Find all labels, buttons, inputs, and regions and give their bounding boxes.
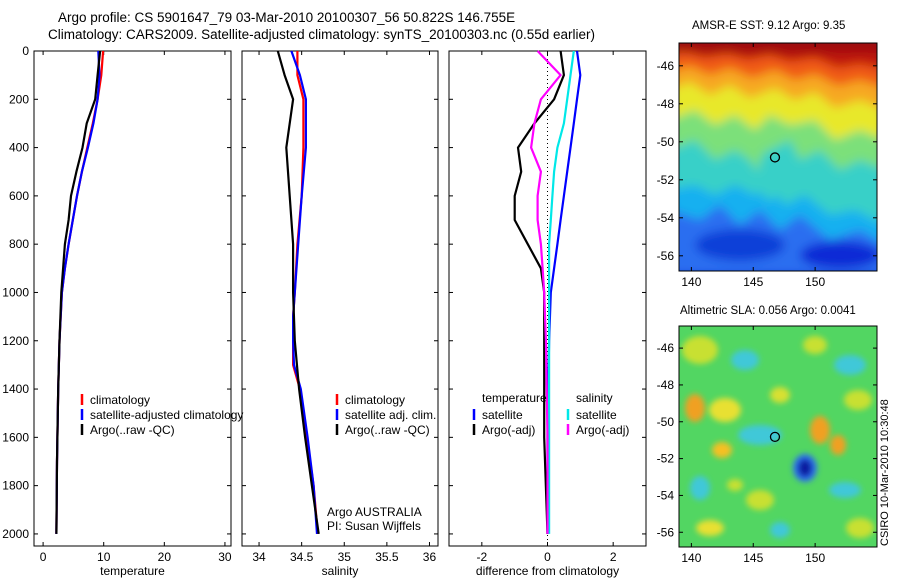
panel-0-ytick-label: 2000 xyxy=(2,527,29,541)
panel-4-xtick-label: 150 xyxy=(805,551,825,565)
panel-0-xlabel: temperature xyxy=(100,564,165,578)
panel-3-ytick-label: -54 xyxy=(657,211,675,225)
panel-0-frame xyxy=(33,50,232,547)
panel-0-ytick-label: 200 xyxy=(9,92,29,106)
panel-4-ytick-label: -54 xyxy=(657,488,675,502)
panel-4-ytick-label: -50 xyxy=(657,415,675,429)
panel-annotation: Argo AUSTRALIA xyxy=(327,505,422,519)
panel-0-ytick-label: 400 xyxy=(9,141,29,155)
panel-2-xtick-label: 2 xyxy=(610,550,617,564)
panel-3-ytick-label: -46 xyxy=(657,59,675,73)
panel-0-ytick-label: 1600 xyxy=(2,430,29,444)
legend-group-title: temperature xyxy=(482,391,547,405)
panel-3-ytick-label: -50 xyxy=(657,135,675,149)
sla-map xyxy=(679,326,877,547)
panel-annotation: PI: Susan Wijffels xyxy=(327,519,421,533)
panel-4-xtick-label: 145 xyxy=(743,551,763,565)
panel-1-xtick-label: 34.5 xyxy=(290,550,314,564)
series-satellite-adjusted-climatology xyxy=(55,50,101,534)
legend-label: Argo(-adj) xyxy=(482,423,535,437)
panel-1-xtick-label: 35.5 xyxy=(375,550,399,564)
panel-3-xtick-label: 145 xyxy=(743,275,763,289)
legend-label: satellite xyxy=(482,408,523,422)
panel-1-xtick-label: 36 xyxy=(423,550,437,564)
panel-0-ytick-label: 1800 xyxy=(2,479,29,493)
legend-label: climatology xyxy=(345,393,405,407)
panel-4-ytick-label: -52 xyxy=(657,452,675,466)
panel-2-xlabel: difference from climatology xyxy=(476,564,619,578)
panel-1-xtick-label: 34 xyxy=(252,550,266,564)
panel-0-ytick-label: 1400 xyxy=(2,382,29,396)
panel-3-ytick-label: -52 xyxy=(657,173,675,187)
panel-3-ytick-label: -56 xyxy=(657,249,675,263)
series-argo-adj- xyxy=(529,50,562,534)
legend-label: satellite xyxy=(576,408,617,422)
panel-4-xtick-label: 140 xyxy=(681,551,701,565)
legend-label: satellite-adjusted climatology xyxy=(90,408,243,422)
panel-2-xtick-label: -2 xyxy=(476,550,487,564)
series-argo-adj- xyxy=(513,50,566,534)
panel-1-xtick-label: 35 xyxy=(338,550,352,564)
argo-location-marker xyxy=(769,431,781,443)
panel-0-xtick-label: 20 xyxy=(158,550,172,564)
argo-location-marker xyxy=(769,152,781,163)
panel-3-ytick-label: -48 xyxy=(657,97,675,111)
series-satellite xyxy=(547,50,575,534)
panel-0-ytick-label: 800 xyxy=(9,237,29,251)
panel-0-ytick-label: 600 xyxy=(9,189,29,203)
legend-label: Argo(-adj) xyxy=(576,423,629,437)
panel-0-ytick-label: 1200 xyxy=(2,334,29,348)
panel-0-xtick-label: 10 xyxy=(97,550,111,564)
panel-0-ytick-label: 1000 xyxy=(2,285,29,299)
panel-2-xtick-label: 0 xyxy=(544,550,551,564)
sst-map-title: AMSR-E SST: 9.12 Argo: 9.35 xyxy=(692,20,846,32)
figure-title-line-2: Climatology: CARS2009. Satellite-adjuste… xyxy=(48,27,596,42)
legend-label: Argo(..raw -QC) xyxy=(345,423,430,437)
series-argo-raw-qc- xyxy=(276,50,320,535)
panel-3-xtick-label: 140 xyxy=(681,275,701,289)
panel-4-frame xyxy=(678,325,878,548)
legend-label: Argo(..raw -QC) xyxy=(90,423,175,437)
sla-map-title: Altimetric SLA: 0.056 Argo: 0.0041 xyxy=(680,305,856,317)
panel-0-xtick-label: 0 xyxy=(40,550,47,564)
series-argo-raw-qc- xyxy=(55,50,102,534)
panel-4-ytick-label: -48 xyxy=(657,378,675,392)
legend-label: satellite adj. clim. xyxy=(345,408,436,422)
sst-map xyxy=(679,43,877,271)
legend-label: climatology xyxy=(90,393,150,407)
panel-3-frame xyxy=(678,42,878,272)
panel-4-ytick-label: -56 xyxy=(657,525,675,539)
panel-4-ytick-label: -46 xyxy=(657,341,675,355)
panel-3-xtick-label: 150 xyxy=(805,275,825,289)
figure-title-line-1: Argo profile: CS 5901647_79 03-Mar-2010 … xyxy=(58,10,516,25)
panel-0-ytick-label: 0 xyxy=(22,44,29,58)
panel-1-frame xyxy=(241,50,439,547)
series-climatology xyxy=(55,50,105,534)
legend-group-title: salinity xyxy=(576,391,613,405)
panel-1-xlabel: salinity xyxy=(322,564,359,578)
panel-0-xtick-label: 30 xyxy=(218,550,232,564)
